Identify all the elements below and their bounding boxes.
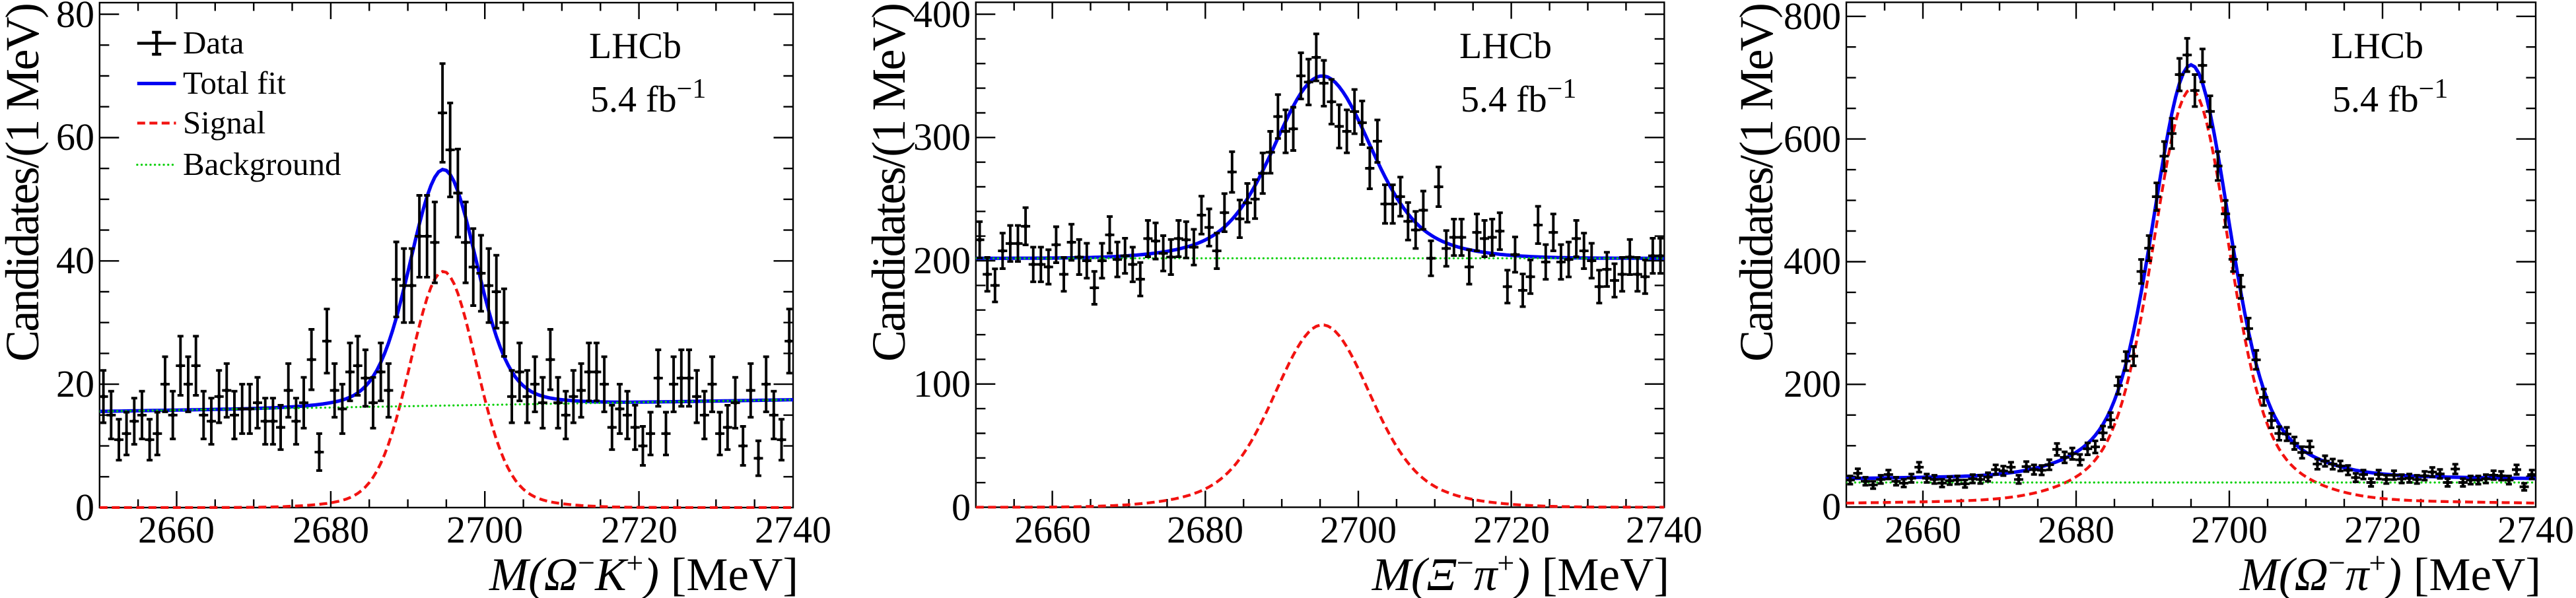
svg-text:2740: 2740 xyxy=(755,508,831,551)
svg-text:2720: 2720 xyxy=(601,508,678,551)
svg-text:5.4 fb−1: 5.4 fb−1 xyxy=(590,74,706,120)
svg-text:5.4 fb−1: 5.4 fb−1 xyxy=(1461,74,1576,120)
svg-text:400: 400 xyxy=(1784,240,1841,282)
svg-text:20: 20 xyxy=(56,362,94,405)
svg-text:600: 600 xyxy=(1784,117,1841,160)
svg-text:LHCb: LHCb xyxy=(589,26,681,67)
svg-text:2700: 2700 xyxy=(1320,508,1397,551)
svg-text:2720: 2720 xyxy=(1473,508,1550,551)
svg-text:80: 80 xyxy=(56,0,94,36)
svg-text:M(Ω−π+) [MeV]: M(Ω−π+) [MeV] xyxy=(2239,546,2541,598)
svg-text:2740: 2740 xyxy=(2497,508,2574,551)
svg-text:Total fit: Total fit xyxy=(183,65,286,101)
svg-text:2680: 2680 xyxy=(1167,508,1243,551)
svg-text:0: 0 xyxy=(952,486,971,529)
svg-text:2660: 2660 xyxy=(1014,508,1091,551)
svg-text:2680: 2680 xyxy=(293,508,369,551)
svg-text:LHCb: LHCb xyxy=(1459,26,1552,67)
svg-text:0: 0 xyxy=(75,486,94,529)
svg-text:800: 800 xyxy=(1784,0,1841,38)
svg-text:Data: Data xyxy=(183,24,244,61)
svg-text:2740: 2740 xyxy=(1626,508,1702,551)
svg-text:400: 400 xyxy=(913,0,971,36)
svg-text:Signal: Signal xyxy=(183,104,265,141)
svg-text:40: 40 xyxy=(56,239,94,282)
svg-text:2700: 2700 xyxy=(2191,508,2268,551)
svg-text:2660: 2660 xyxy=(138,508,215,551)
svg-text:60: 60 xyxy=(56,116,94,158)
svg-text:2720: 2720 xyxy=(2344,508,2421,551)
svg-text:200: 200 xyxy=(913,239,971,282)
svg-text:100: 100 xyxy=(913,362,971,405)
svg-text:Candidates/(1 MeV): Candidates/(1 MeV) xyxy=(862,3,915,362)
svg-text:2660: 2660 xyxy=(1885,508,1961,551)
svg-text:2700: 2700 xyxy=(446,508,523,551)
svg-text:200: 200 xyxy=(1784,362,1841,405)
svg-text:M(Ξ−π+) [MeV]: M(Ξ−π+) [MeV] xyxy=(1372,546,1669,598)
svg-text:2680: 2680 xyxy=(2038,508,2114,551)
svg-text:Candidates/(1 MeV): Candidates/(1 MeV) xyxy=(1730,3,1783,362)
svg-text:Candidates/(1 MeV): Candidates/(1 MeV) xyxy=(0,3,49,362)
svg-text:LHCb: LHCb xyxy=(2331,26,2423,67)
svg-text:Background: Background xyxy=(183,146,341,182)
svg-text:0: 0 xyxy=(1822,485,1841,528)
svg-text:M(Ω−K+) [MeV]: M(Ω−K+) [MeV] xyxy=(489,546,798,598)
svg-text:300: 300 xyxy=(913,116,971,158)
